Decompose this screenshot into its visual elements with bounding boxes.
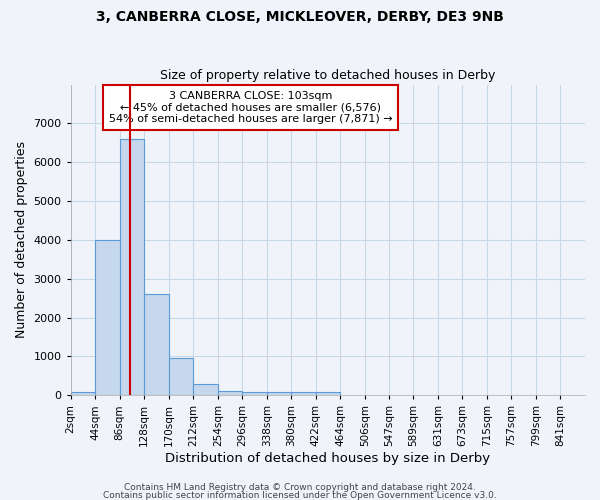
Bar xyxy=(95,240,120,396)
Text: Contains HM Land Registry data © Crown copyright and database right 2024.: Contains HM Land Registry data © Crown c… xyxy=(124,484,476,492)
Bar xyxy=(71,392,95,396)
Bar xyxy=(169,358,193,396)
Bar xyxy=(267,392,292,396)
Bar xyxy=(218,391,242,396)
Text: Contains public sector information licensed under the Open Government Licence v3: Contains public sector information licen… xyxy=(103,490,497,500)
Title: Size of property relative to detached houses in Derby: Size of property relative to detached ho… xyxy=(160,69,496,82)
Bar xyxy=(193,384,218,396)
Bar xyxy=(242,392,267,396)
Text: 3, CANBERRA CLOSE, MICKLEOVER, DERBY, DE3 9NB: 3, CANBERRA CLOSE, MICKLEOVER, DERBY, DE… xyxy=(96,10,504,24)
Bar xyxy=(316,392,340,396)
Bar xyxy=(144,294,169,396)
X-axis label: Distribution of detached houses by size in Derby: Distribution of detached houses by size … xyxy=(165,452,490,465)
Y-axis label: Number of detached properties: Number of detached properties xyxy=(15,142,28,338)
Bar xyxy=(292,392,316,396)
Bar xyxy=(120,139,144,396)
Text: 3 CANBERRA CLOSE: 103sqm
← 45% of detached houses are smaller (6,576)
54% of sem: 3 CANBERRA CLOSE: 103sqm ← 45% of detach… xyxy=(109,91,392,124)
